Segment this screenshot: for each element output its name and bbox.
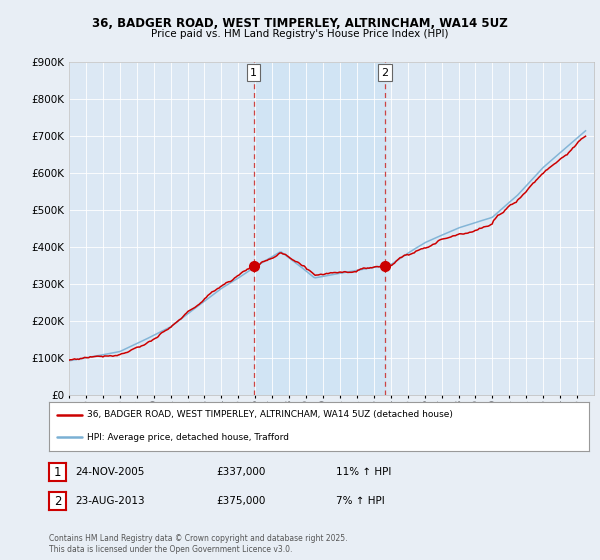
Text: 11% ↑ HPI: 11% ↑ HPI xyxy=(336,467,391,477)
Text: £375,000: £375,000 xyxy=(216,496,265,506)
Text: 36, BADGER ROAD, WEST TIMPERLEY, ALTRINCHAM, WA14 5UZ: 36, BADGER ROAD, WEST TIMPERLEY, ALTRINC… xyxy=(92,17,508,30)
Text: 23-AUG-2013: 23-AUG-2013 xyxy=(75,496,145,506)
Text: HPI: Average price, detached house, Trafford: HPI: Average price, detached house, Traf… xyxy=(87,433,289,442)
Text: 7% ↑ HPI: 7% ↑ HPI xyxy=(336,496,385,506)
Text: 2: 2 xyxy=(54,494,61,508)
Bar xyxy=(254,62,385,395)
Text: 36, BADGER ROAD, WEST TIMPERLEY, ALTRINCHAM, WA14 5UZ (detached house): 36, BADGER ROAD, WEST TIMPERLEY, ALTRINC… xyxy=(87,410,453,419)
Text: 1: 1 xyxy=(250,68,257,78)
Text: £337,000: £337,000 xyxy=(216,467,265,477)
Text: Price paid vs. HM Land Registry's House Price Index (HPI): Price paid vs. HM Land Registry's House … xyxy=(151,29,449,39)
Text: Contains HM Land Registry data © Crown copyright and database right 2025.
This d: Contains HM Land Registry data © Crown c… xyxy=(49,534,348,554)
Text: 1: 1 xyxy=(54,465,61,479)
Text: 24-NOV-2005: 24-NOV-2005 xyxy=(75,467,145,477)
Text: 2: 2 xyxy=(381,68,388,78)
